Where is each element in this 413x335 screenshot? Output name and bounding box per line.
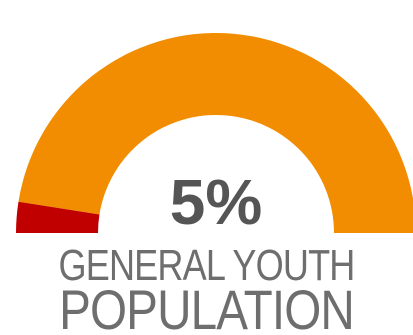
gauge-remainder-arc bbox=[18, 33, 413, 233]
caption-line-1: GENERAL YOUTH bbox=[58, 241, 355, 290]
gauge-value-arc bbox=[16, 201, 100, 233]
caption-line-2: POPULATION bbox=[59, 278, 355, 335]
gauge-value-label: 5% bbox=[170, 166, 263, 238]
